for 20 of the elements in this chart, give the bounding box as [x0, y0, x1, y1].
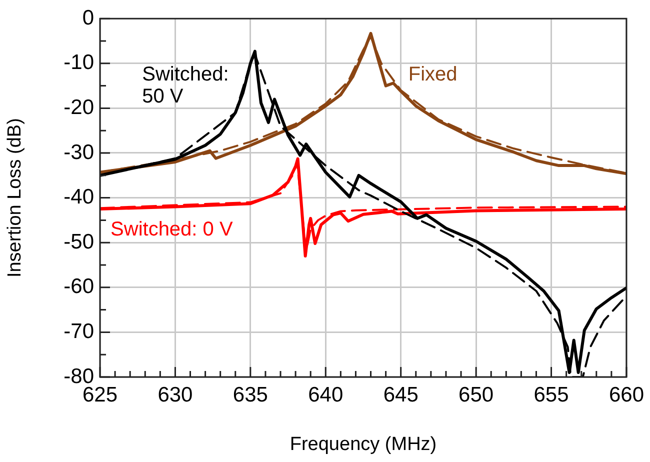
y-tick-label: -40 — [64, 186, 94, 209]
x-tick-label: 630 — [158, 383, 193, 406]
y-tick-label: -60 — [64, 275, 94, 298]
y-tick-label: -10 — [64, 51, 94, 74]
y-tick-label: -70 — [64, 320, 94, 343]
y-tick-label: -50 — [64, 230, 94, 254]
series-label: Switched: 0 V — [110, 218, 234, 240]
x-tick-label: 645 — [383, 383, 418, 406]
x-tick-label: 650 — [458, 383, 494, 406]
y-tick-label: 0 — [82, 6, 94, 30]
x-tick-label: 655 — [534, 383, 569, 406]
x-tick-label: 660 — [608, 383, 644, 406]
x-tick-label: 640 — [308, 383, 344, 406]
series-label: Fixed — [408, 64, 458, 86]
y-tick-label: -30 — [64, 140, 94, 164]
x-tick-label: 635 — [232, 383, 268, 406]
y-axis-title: Insertion Loss (dB) — [4, 118, 26, 278]
x-axis-title: Frequency (MHz) — [290, 434, 437, 455]
series-label: Switched: 50 V — [142, 64, 229, 108]
y-tick-label: -20 — [64, 96, 94, 119]
